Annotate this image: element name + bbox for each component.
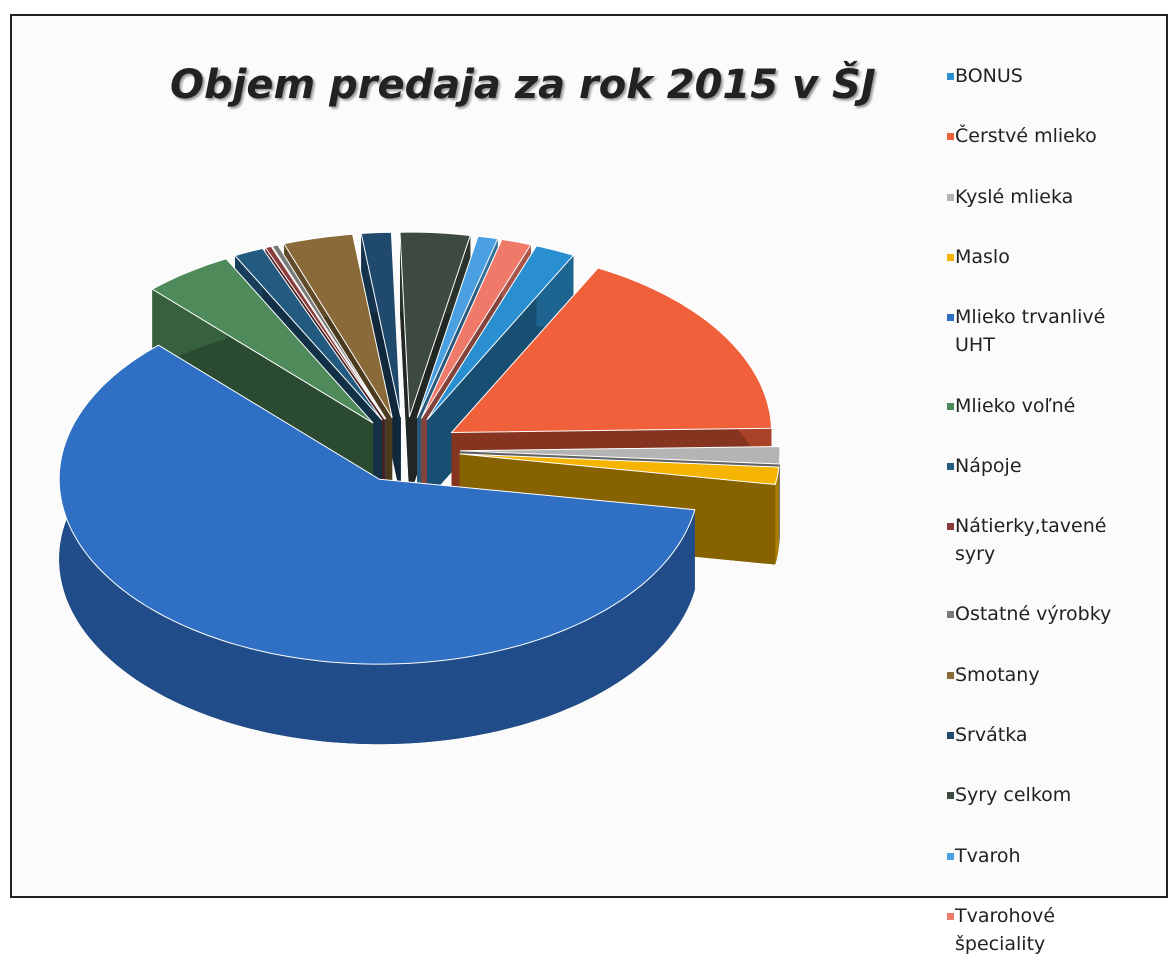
page: Objem predaja za rok 2015 v ŠJ (() => { … [10, 14, 1170, 955]
slice [283, 233, 393, 419]
legend-swatch [947, 133, 954, 141]
legend-label: Maslo [955, 245, 1010, 268]
slice [58, 344, 696, 665]
slice [234, 247, 383, 421]
legend-swatch [947, 611, 954, 619]
legend-label: Nátierky,tavené syry [955, 515, 1107, 566]
legend-item: Maslo [947, 243, 1170, 271]
legend-label: BONUS [955, 65, 1023, 87]
legend-swatch [947, 402, 954, 410]
legend-swatch [947, 732, 954, 739]
legend-swatch [947, 462, 954, 470]
legend-swatch [947, 73, 954, 80]
legend-item: Kyslé mlieka [947, 183, 1170, 211]
legend-swatch [947, 253, 954, 261]
legend-swatch [947, 792, 954, 800]
legend-item: Mlieko voľné [947, 392, 1170, 420]
legend-item: Tvaroh [947, 842, 1170, 870]
legend-item: Nátierky,tavené syry [947, 512, 1125, 568]
slice [360, 231, 402, 418]
slice [426, 245, 575, 421]
slice [459, 453, 780, 486]
legend-item: Nápoje [947, 452, 1170, 480]
slice [459, 445, 781, 465]
slice-wall [775, 467, 779, 565]
legend-item: Syry celkom [947, 781, 1170, 809]
slice [264, 245, 386, 420]
slice [151, 258, 374, 424]
chart [58, 231, 781, 745]
legend-label: Čerstvé mlieko [955, 125, 1097, 148]
slice-wall [779, 446, 780, 544]
slice [399, 231, 471, 418]
legend-label: Syry celkom [955, 784, 1072, 807]
legend-label: Mlieko trvanlivé UHT [955, 306, 1106, 357]
legend-swatch [947, 912, 954, 920]
legend-swatch [947, 523, 954, 531]
legend-swatch [947, 671, 954, 679]
legend-item: Smotany [947, 661, 1170, 689]
slice-wall [59, 345, 695, 745]
legend-label: Kyslé mlieka [955, 185, 1074, 208]
legend-item: Mlieko trvanlivé UHT [947, 303, 1125, 359]
legend-label: Smotany [955, 663, 1040, 686]
legend-item: Ostatné výrobky [947, 600, 1170, 628]
legend-swatch [947, 314, 954, 322]
legend-label: Mlieko voľné [955, 394, 1076, 417]
legend-item: Srvátka [947, 721, 1170, 749]
slice [416, 235, 499, 419]
slice [420, 238, 532, 419]
legend-swatch [947, 852, 954, 860]
legend-item: BONUS [947, 62, 1170, 90]
slice [450, 267, 773, 434]
legend-label: Srvátka [955, 724, 1028, 746]
legend-item: Tvarohové špeciality [947, 902, 1125, 958]
legend-label: Tvaroh [955, 844, 1021, 867]
legend-swatch [947, 193, 954, 201]
slice [271, 244, 387, 420]
legend-label: Ostatné výrobky [955, 603, 1112, 626]
chart-title: Objem predaja za rok 2015 v ŠJ [170, 62, 876, 108]
legend-label: Tvarohové špeciality [955, 904, 1056, 955]
legend-label: Nápoje [955, 454, 1022, 477]
legend-item: Čerstvé mlieko [947, 122, 1170, 150]
